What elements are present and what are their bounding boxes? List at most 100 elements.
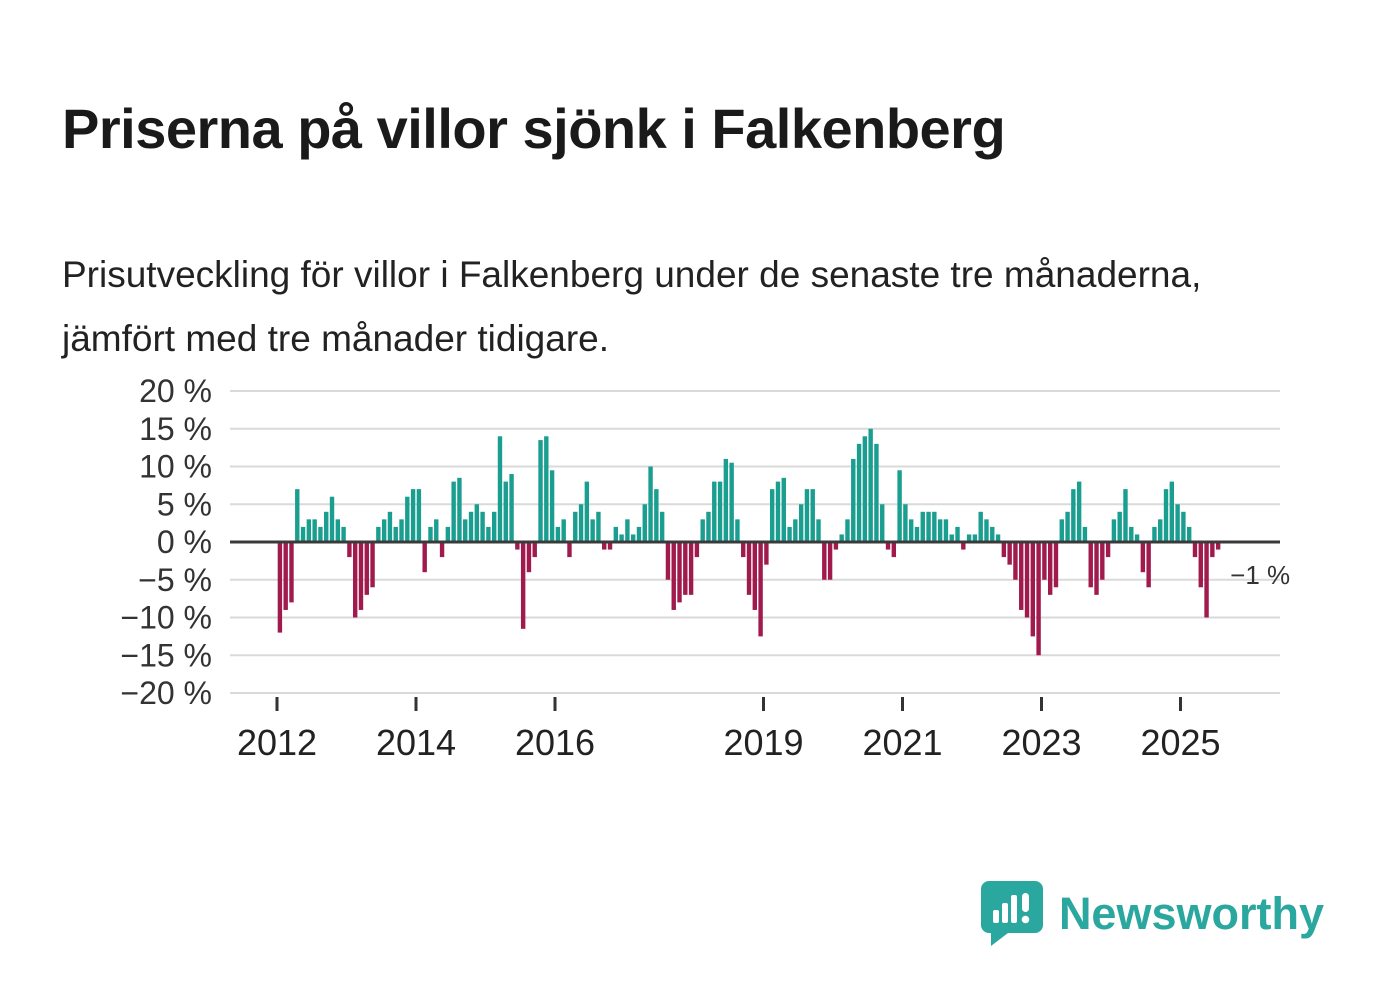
bar [468,511,474,542]
page-title: Priserna på villor sjönk i Falkenberg [62,96,1006,160]
bar [416,489,422,542]
bar [769,489,775,542]
bar [914,526,920,542]
bar [822,542,827,580]
bar [497,436,503,542]
bar [295,489,300,542]
bar [277,542,283,633]
bar [607,542,613,550]
bar [428,526,433,542]
bar [364,542,369,595]
bar [578,504,584,542]
bar [491,511,497,542]
bar [1076,481,1082,542]
bar [665,542,671,580]
bar [1163,489,1169,542]
bar [474,504,480,542]
bar [804,489,810,542]
bar [1111,519,1117,542]
y-axis-label: 15 % [139,411,212,447]
bar [399,519,404,542]
bar [1134,534,1140,542]
bar [1088,542,1093,588]
bar [642,504,647,542]
bar [520,542,526,629]
bar [584,481,590,542]
bar [1123,489,1128,542]
logo-exclamation-dot [1021,915,1030,924]
bar [1053,542,1059,588]
bar [312,519,317,542]
bar [329,496,335,542]
bar [735,519,740,542]
bar [995,534,1001,542]
bar [457,477,462,542]
bar [903,504,908,542]
bar [671,542,676,610]
bar [1204,542,1209,618]
bar [596,511,601,542]
bar [937,519,943,542]
bar [706,511,711,542]
x-axis-label: 2023 [1001,722,1081,763]
bar [451,481,456,542]
bar [1036,542,1041,656]
bar [972,534,978,542]
bar [787,526,792,542]
bar [1175,504,1180,542]
y-axis-label: −10 % [120,600,212,636]
bar [885,542,891,550]
bar [856,443,862,542]
bar [1105,542,1111,558]
bar [1192,542,1198,558]
bar [1042,542,1047,580]
x-axis-label: 2019 [723,722,803,763]
bar [723,458,729,542]
bar [833,542,839,550]
bar [573,511,578,542]
bar [1001,542,1007,558]
bar [347,542,352,558]
bar [966,534,972,542]
logo-text: Newsworthy [1058,888,1324,939]
bar [352,542,358,618]
logo-bar-small [992,910,999,923]
bar [816,519,821,542]
bar [445,526,451,542]
bar [549,470,555,542]
bar [1013,542,1018,580]
logo-exclamation-stem [1021,893,1029,912]
bar [1100,542,1105,580]
bar [683,542,688,595]
bar [1158,519,1163,542]
bar [793,519,798,542]
bar [746,542,752,595]
bar [567,542,572,558]
bar [961,542,966,550]
bar [358,542,364,610]
x-axis-label: 2014 [376,722,456,763]
bar [1152,526,1157,542]
bar [1129,526,1134,542]
bar [1094,542,1099,595]
bar [555,526,561,542]
bar [434,519,439,542]
bar [758,542,763,637]
bar [1210,542,1215,558]
bar [1059,519,1064,542]
bar [544,436,549,542]
bar [1117,511,1122,542]
bar [1065,511,1070,542]
bar [688,542,694,595]
bar [405,496,410,542]
bar [955,526,960,542]
bar [613,526,619,542]
bar [480,511,485,542]
bar [561,519,566,542]
bar [700,519,705,542]
bar [509,474,514,542]
bar [868,428,873,542]
bar [422,542,427,573]
bar [1007,542,1012,565]
x-axis-label: 2025 [1140,722,1220,763]
